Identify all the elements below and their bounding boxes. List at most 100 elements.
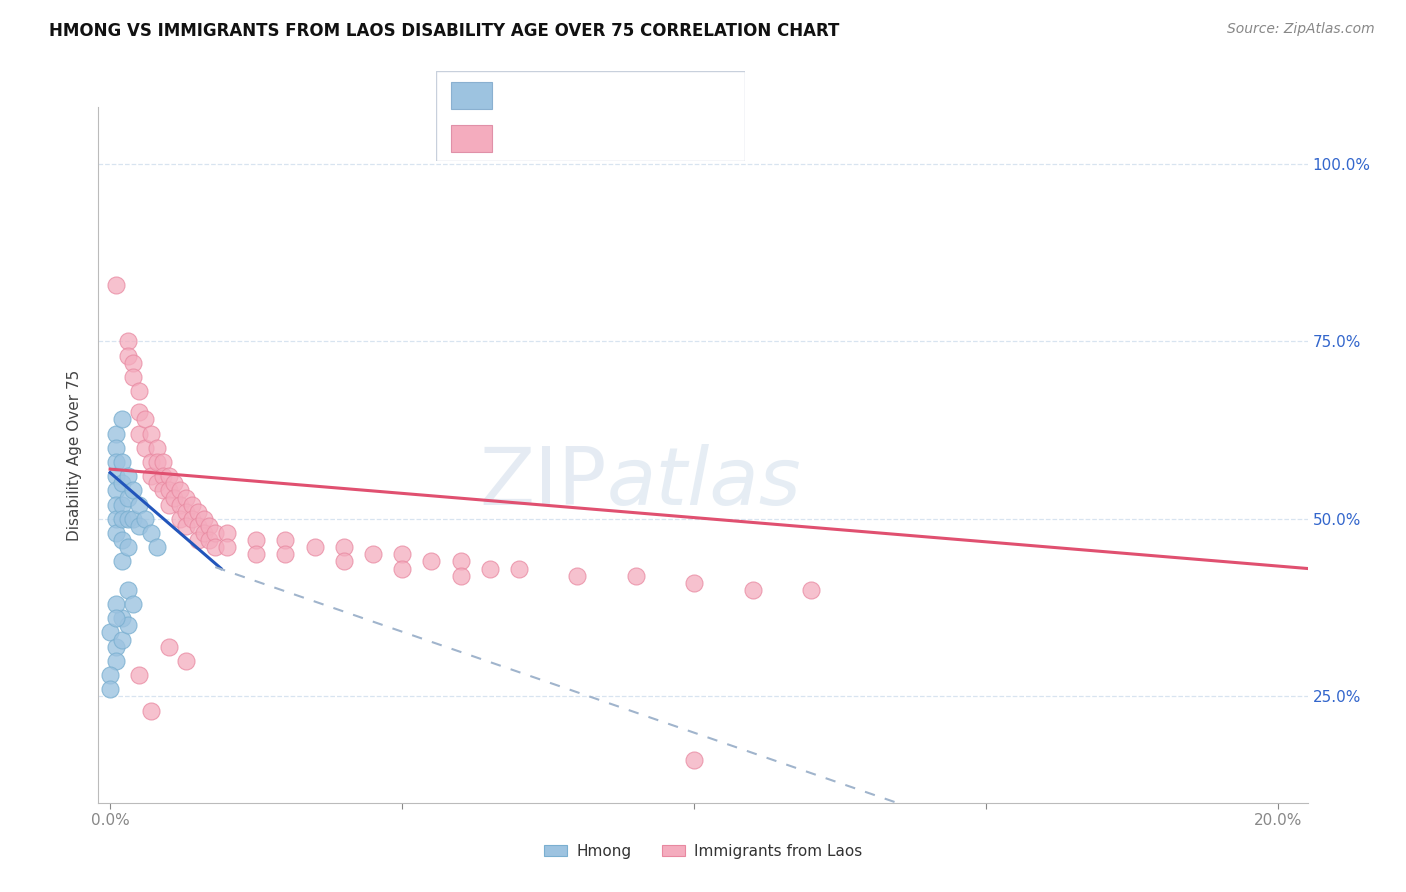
Point	[117, 582, 139, 597]
Text: -0.228: -0.228	[544, 88, 599, 103]
Point	[450, 554, 472, 568]
Point	[683, 753, 706, 767]
Point	[134, 412, 156, 426]
Point	[146, 540, 169, 554]
Point	[163, 476, 186, 491]
Y-axis label: Disability Age Over 75: Disability Age Over 75	[67, 369, 83, 541]
Point	[122, 483, 145, 498]
Point	[157, 483, 180, 498]
Point	[163, 491, 186, 505]
Point	[204, 526, 226, 541]
Point	[117, 512, 139, 526]
Point	[193, 526, 215, 541]
Point	[104, 640, 127, 654]
Point	[146, 476, 169, 491]
Point	[111, 611, 134, 625]
Point	[567, 568, 589, 582]
Text: atlas: atlas	[606, 443, 801, 522]
Point	[215, 540, 238, 554]
Point	[98, 682, 121, 697]
Point	[117, 469, 139, 483]
Point	[450, 568, 472, 582]
FancyBboxPatch shape	[436, 71, 745, 161]
Point	[111, 632, 134, 647]
Point	[187, 533, 209, 548]
Point	[391, 547, 413, 561]
Point	[508, 561, 530, 575]
Point	[174, 654, 197, 668]
Point	[683, 575, 706, 590]
Text: N =: N =	[627, 131, 661, 145]
Point	[139, 426, 162, 441]
Point	[104, 455, 127, 469]
Point	[122, 369, 145, 384]
Point	[174, 505, 197, 519]
Text: N =: N =	[627, 88, 661, 103]
Point	[169, 512, 191, 526]
Point	[420, 554, 443, 568]
Text: HMONG VS IMMIGRANTS FROM LAOS DISABILITY AGE OVER 75 CORRELATION CHART: HMONG VS IMMIGRANTS FROM LAOS DISABILITY…	[49, 22, 839, 40]
Point	[122, 597, 145, 611]
Text: R =: R =	[501, 88, 534, 103]
Point	[134, 441, 156, 455]
Point	[174, 491, 197, 505]
Point	[104, 426, 127, 441]
Point	[134, 512, 156, 526]
Point	[391, 561, 413, 575]
Point	[800, 582, 823, 597]
Point	[169, 498, 191, 512]
Point	[117, 540, 139, 554]
Point	[478, 561, 501, 575]
Point	[152, 455, 174, 469]
Point	[332, 554, 354, 568]
Point	[111, 455, 134, 469]
Point	[204, 540, 226, 554]
Point	[139, 455, 162, 469]
Point	[122, 512, 145, 526]
Point	[187, 505, 209, 519]
Point	[104, 512, 127, 526]
Point	[157, 640, 180, 654]
Point	[128, 426, 150, 441]
Point	[741, 582, 763, 597]
Point	[139, 469, 162, 483]
Point	[111, 476, 134, 491]
Point	[169, 483, 191, 498]
Point	[98, 625, 121, 640]
FancyBboxPatch shape	[451, 82, 492, 109]
Point	[274, 533, 297, 548]
Point	[146, 455, 169, 469]
Point	[245, 547, 267, 561]
Point	[104, 611, 127, 625]
Point	[111, 533, 134, 548]
Text: 38: 38	[678, 88, 699, 103]
Point	[215, 526, 238, 541]
Point	[139, 704, 162, 718]
Point	[152, 469, 174, 483]
Text: R =: R =	[501, 131, 534, 145]
Point	[104, 469, 127, 483]
Point	[111, 554, 134, 568]
Point	[111, 498, 134, 512]
Text: -0.247: -0.247	[544, 131, 599, 145]
Point	[104, 654, 127, 668]
Point	[139, 526, 162, 541]
Point	[193, 512, 215, 526]
Point	[111, 512, 134, 526]
Point	[104, 526, 127, 541]
Point	[157, 498, 180, 512]
Point	[128, 384, 150, 398]
Point	[117, 349, 139, 363]
Point	[122, 356, 145, 370]
Point	[117, 334, 139, 349]
Point	[104, 441, 127, 455]
Legend: Hmong, Immigrants from Laos: Hmong, Immigrants from Laos	[538, 838, 868, 864]
Point	[104, 597, 127, 611]
Point	[104, 277, 127, 292]
Text: 65: 65	[678, 131, 699, 145]
Point	[111, 412, 134, 426]
Point	[117, 491, 139, 505]
Point	[104, 483, 127, 498]
Point	[198, 519, 221, 533]
Point	[187, 519, 209, 533]
